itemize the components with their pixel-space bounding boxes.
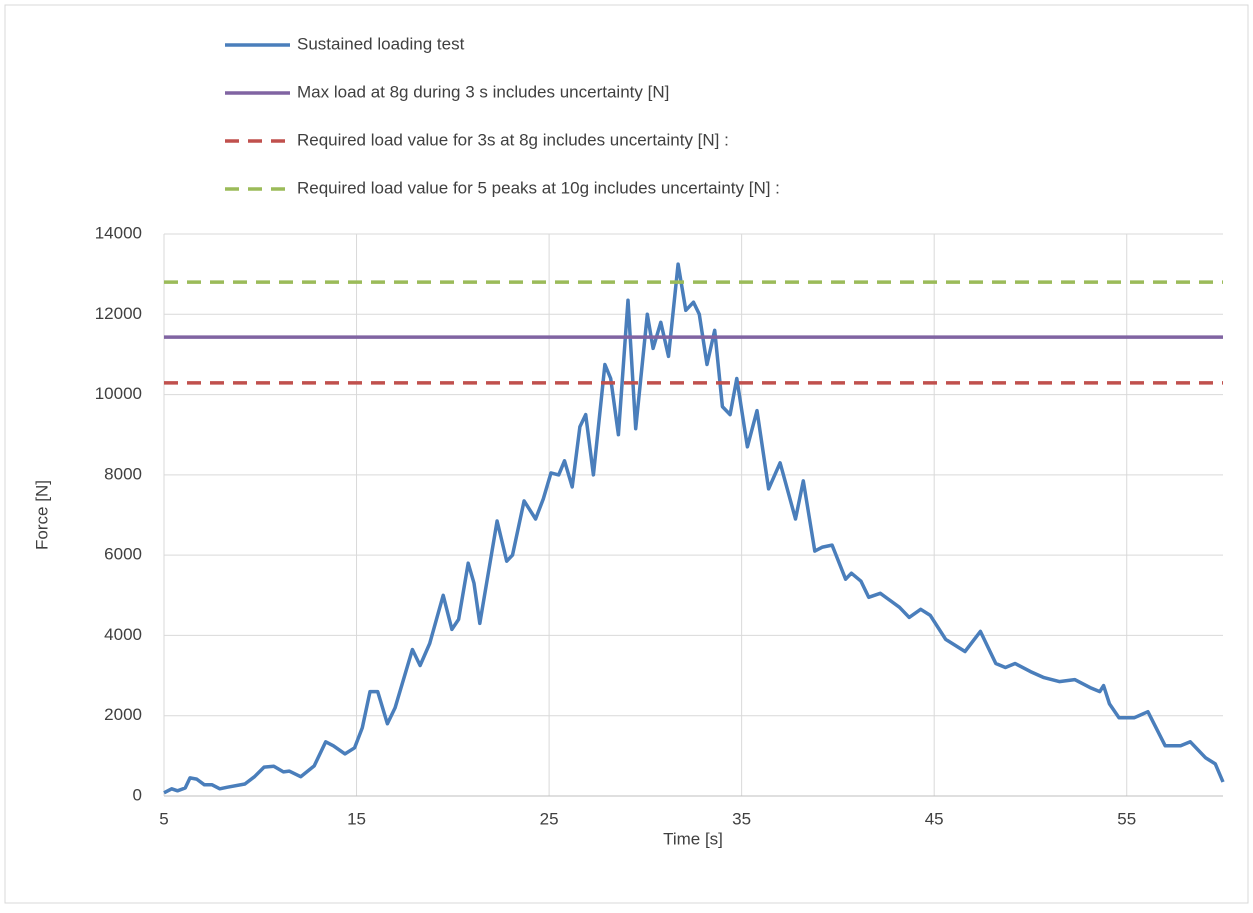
y-tick-label: 6000 (104, 545, 142, 564)
x-tick-label: 45 (925, 809, 944, 828)
x-tick-label: 15 (347, 809, 366, 828)
y-tick-label: 10000 (95, 384, 142, 403)
y-axis-title: Force [N] (32, 480, 51, 550)
x-tick-label: 55 (1117, 809, 1136, 828)
y-tick-label: 12000 (95, 304, 142, 323)
y-tick-label: 0 (133, 785, 142, 804)
chart-border (4, 4, 1249, 904)
legend-label: Required load value for 3s at 8g include… (297, 130, 729, 149)
legend-label: Required load value for 5 peaks at 10g i… (297, 178, 780, 197)
y-tick-label: 4000 (104, 625, 142, 644)
x-tick-label: 5 (159, 809, 168, 828)
x-axis-title: Time [s] (663, 829, 723, 848)
data-line (163, 262, 1225, 795)
y-tick-label: 2000 (104, 705, 142, 724)
x-tick-label: 35 (732, 809, 751, 828)
y-tick-label: 14000 (95, 223, 142, 242)
legend-label: Sustained loading test (297, 34, 465, 53)
x-tick-label: 25 (540, 809, 559, 828)
legend-label: Max load at 8g during 3 s includes uncer… (297, 82, 669, 101)
y-tick-label: 8000 (104, 464, 142, 483)
